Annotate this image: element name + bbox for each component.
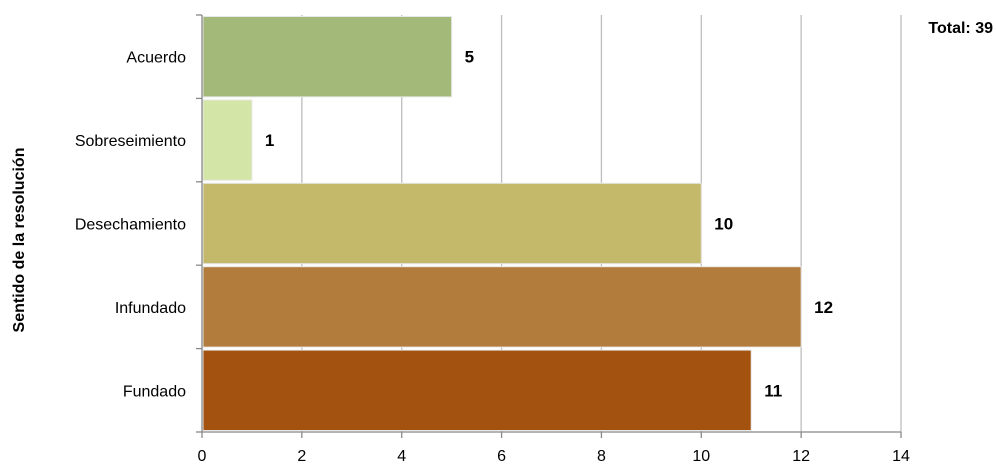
x-tick-label-8: 8	[597, 448, 606, 465]
total-label: Total: 39	[928, 20, 993, 37]
category-label-fundado: Fundado	[123, 383, 186, 400]
x-tick-label-14: 14	[892, 448, 910, 465]
bar-infundado	[202, 266, 802, 348]
y-axis-title: Sentido de la resolución	[11, 148, 28, 333]
axes	[196, 14, 902, 438]
data-label-infundado: 12	[814, 298, 833, 317]
x-tick-label-0: 0	[198, 448, 207, 465]
data-label-desechamiento: 10	[714, 215, 733, 234]
x-tick-label-4: 4	[397, 448, 406, 465]
data-label-sobreseimiento: 1	[265, 131, 274, 150]
x-tick-label-10: 10	[692, 448, 710, 465]
x-tick-label-2: 2	[297, 448, 306, 465]
category-label-desechamiento: Desechamiento	[75, 217, 186, 234]
bar-sobreseimiento	[202, 99, 253, 181]
data-label-acuerdo: 5	[465, 48, 474, 67]
labels: 0 2 4 6 8 10 12 14 Acuerdo 5 Sobreseimiento 1 Desech…	[75, 48, 910, 465]
category-label-acuerdo: Acuerdo	[126, 50, 186, 67]
x-tick-label-6: 6	[497, 448, 506, 465]
category-label-infundado: Infundado	[115, 300, 186, 317]
bar-fundado	[202, 349, 752, 432]
data-label-fundado: 11	[764, 381, 782, 400]
bars	[202, 16, 802, 432]
bar-acuerdo	[202, 16, 453, 98]
category-label-sobreseimiento: Sobreseimiento	[75, 133, 186, 150]
bar-desechamiento	[202, 182, 702, 265]
x-tick-label-12: 12	[792, 448, 810, 465]
